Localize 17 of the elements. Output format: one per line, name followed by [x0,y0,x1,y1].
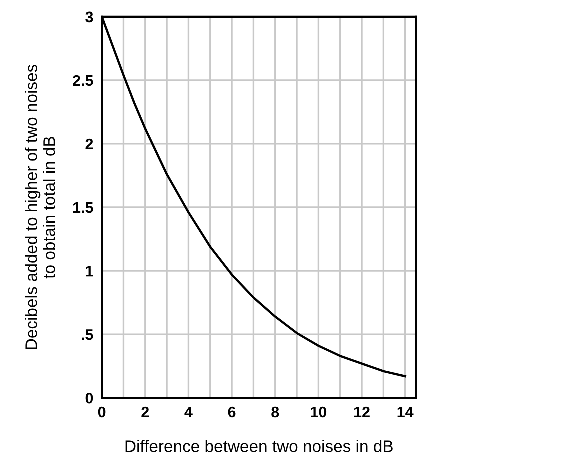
x-tick-label: 12 [354,406,370,418]
x-tick-label: 2 [142,406,150,418]
x-tick-label: 10 [311,406,327,418]
y-tick-label: 2.5 [73,75,94,86]
y-tick-label: .5 [82,330,94,340]
x-tick-label: 6 [228,406,236,418]
x-tick-label: 8 [272,406,280,418]
y-axis-title: Decibels added to higher of two noises to obtain total in dB [25,64,56,350]
y-tick-label: 2 [86,138,94,150]
y-tick-label: 3 [86,12,94,23]
x-axis-title: Difference between two noises in dB [126,440,393,452]
x-tick-label: 14 [398,406,414,418]
x-tick-label: 4 [184,406,193,418]
y-tick-label: 1 [86,266,94,277]
y-tick-label: 1.5 [73,202,94,214]
x-tick-label: 0 [98,406,106,418]
y-tick-label: 0 [86,392,94,404]
